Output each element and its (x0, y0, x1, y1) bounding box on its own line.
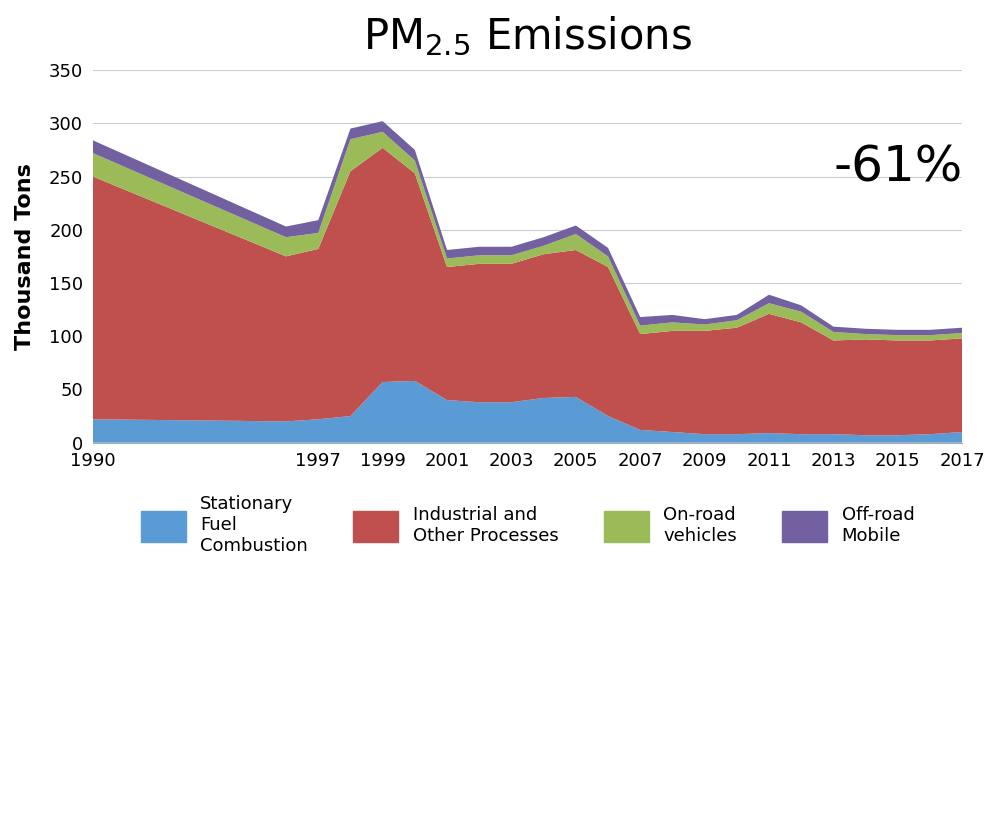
Title: PM$_{2.5}$ Emissions: PM$_{2.5}$ Emissions (363, 15, 692, 58)
Y-axis label: Thousand Tons: Thousand Tons (15, 163, 35, 350)
Legend: Stationary
Fuel
Combustion, Industrial and
Other Processes, On-road
vehicles, Of: Stationary Fuel Combustion, Industrial a… (132, 487, 923, 564)
Text: -61%: -61% (833, 144, 963, 192)
